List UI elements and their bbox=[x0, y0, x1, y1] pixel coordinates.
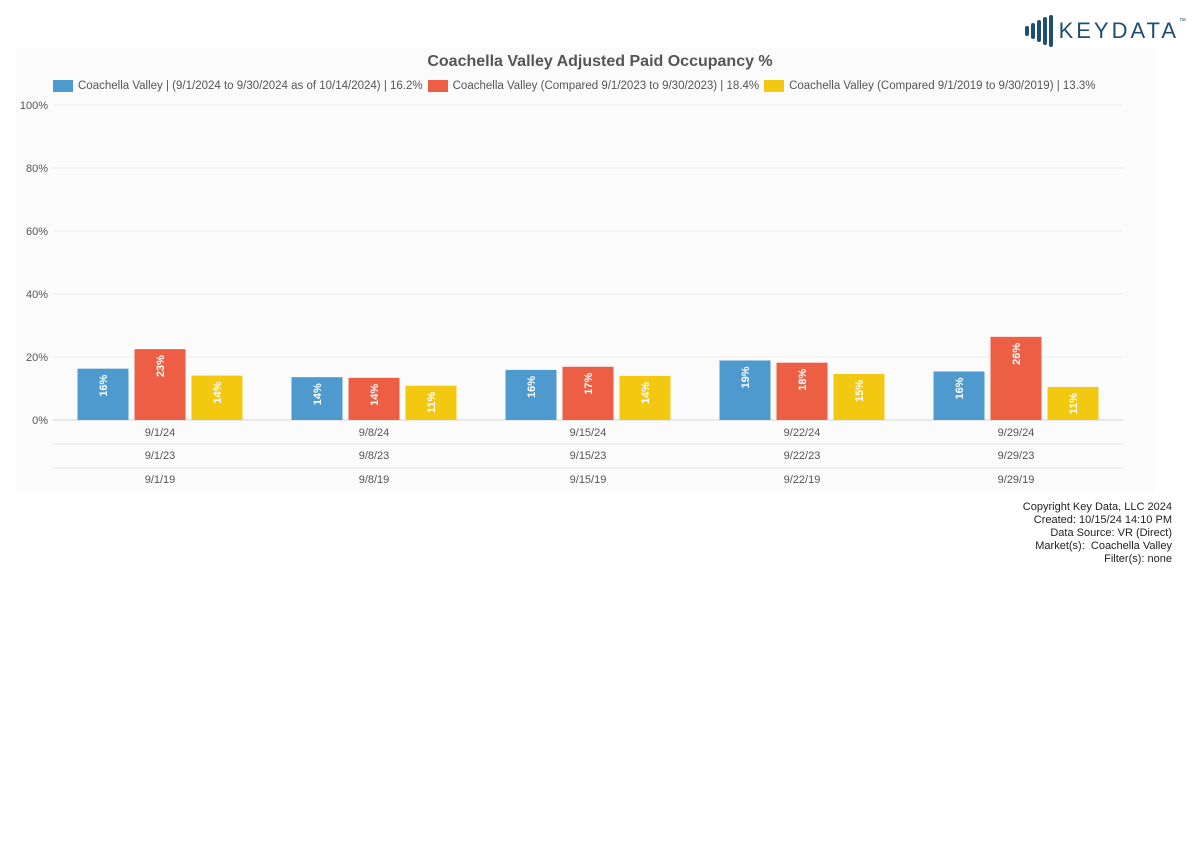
footer-markets: Market(s): Coachella Valley bbox=[1035, 540, 1172, 552]
bar-value-label: 14% bbox=[312, 383, 324, 405]
logo-trademark: ™ bbox=[1179, 18, 1186, 25]
y-tick-label: 40% bbox=[26, 289, 48, 301]
bar bbox=[77, 368, 129, 420]
x-tick-label: 9/8/24 bbox=[359, 427, 390, 439]
x-tick-label: 9/22/19 bbox=[784, 474, 821, 486]
bar bbox=[833, 374, 885, 420]
x-tick-label: 9/15/24 bbox=[570, 427, 607, 439]
bar bbox=[191, 375, 243, 420]
logo-text: KEYDATA bbox=[1058, 18, 1179, 43]
legend-item-2023[interactable]: Coachella Valley (Compared 9/1/2023 to 9… bbox=[427, 80, 760, 92]
bar-value-label: 14% bbox=[369, 384, 381, 406]
bar-value-label: 16% bbox=[954, 377, 966, 399]
logo-bars-icon bbox=[1024, 15, 1053, 47]
chart-legend: Coachella Valley | (9/1/2024 to 9/30/202… bbox=[53, 80, 1101, 92]
bar-value-label: 17% bbox=[583, 373, 595, 395]
bar-value-label: 26% bbox=[1011, 343, 1023, 365]
legend-swatch-2019 bbox=[764, 80, 785, 92]
bar-chart: 0% 20% 40% 60% 80% 100% 16% 23% 14% 9/1/24 9/1/23 9… bbox=[20, 100, 1123, 486]
bar-value-label: 11% bbox=[1068, 393, 1080, 415]
bar-value-label: 18% bbox=[797, 368, 809, 390]
bar bbox=[1047, 386, 1099, 420]
bar-value-label: 14% bbox=[640, 382, 652, 404]
x-tick-label: 9/1/19 bbox=[145, 474, 176, 486]
keydata-logo: KEYDATA ™ bbox=[1024, 15, 1186, 47]
x-tick-label: 9/22/24 bbox=[784, 427, 821, 439]
legend-label-2024: Coachella Valley | (9/1/2024 to 9/30/202… bbox=[78, 80, 423, 92]
bar-value-label: 16% bbox=[526, 376, 538, 398]
legend-label-2023: Coachella Valley (Compared 9/1/2023 to 9… bbox=[452, 80, 760, 92]
bar-value-label: 11% bbox=[426, 391, 438, 413]
bar bbox=[619, 375, 671, 420]
footer-filters: Filter(s): none bbox=[1104, 553, 1172, 565]
bar bbox=[134, 349, 186, 420]
bar bbox=[405, 385, 457, 420]
bar bbox=[562, 366, 614, 420]
bar bbox=[719, 360, 771, 420]
bar-value-label: 19% bbox=[740, 366, 752, 388]
legend-swatch-2024 bbox=[53, 80, 73, 92]
footer-copyright: Copyright Key Data, LLC 2024 bbox=[1022, 501, 1172, 513]
x-tick-label: 9/15/23 bbox=[570, 450, 607, 462]
bar-value-label: 15% bbox=[854, 380, 866, 402]
x-tick-label: 9/29/23 bbox=[998, 450, 1035, 462]
legend-swatch-2023 bbox=[427, 80, 448, 92]
bar-value-label: 16% bbox=[98, 374, 110, 396]
x-tick-label: 9/22/23 bbox=[784, 450, 821, 462]
x-tick-label: 9/1/24 bbox=[145, 427, 176, 439]
x-tick-label: 9/15/19 bbox=[570, 474, 607, 486]
legend-item-2024[interactable]: Coachella Valley | (9/1/2024 to 9/30/202… bbox=[53, 80, 423, 92]
x-tick-label: 9/1/23 bbox=[145, 450, 176, 462]
footer-created: Created: 10/15/24 14:10 PM bbox=[1033, 514, 1172, 526]
bar bbox=[291, 377, 343, 420]
y-tick-label: 20% bbox=[26, 352, 48, 364]
y-tick-label: 80% bbox=[26, 163, 48, 175]
report-footer: Copyright Key Data, LLC 2024 Created: 10… bbox=[1023, 501, 1172, 566]
x-tick-label: 9/8/23 bbox=[359, 450, 390, 462]
bar-value-label: 23% bbox=[155, 355, 167, 377]
y-tick-label: 0% bbox=[32, 415, 48, 427]
bar-value-label: 14% bbox=[212, 381, 224, 403]
bar bbox=[990, 336, 1042, 420]
bar bbox=[505, 369, 557, 420]
legend-label-2019: Coachella Valley (Compared 9/1/2019 to 9… bbox=[789, 80, 1096, 92]
x-tick-label: 9/29/19 bbox=[998, 474, 1035, 486]
y-tick-label: 100% bbox=[20, 100, 48, 112]
bar bbox=[348, 377, 400, 420]
y-tick-label: 60% bbox=[26, 226, 48, 238]
bar bbox=[933, 371, 985, 420]
chart-title: Coachella Valley Adjusted Paid Occupancy… bbox=[427, 53, 773, 70]
x-tick-label: 9/29/24 bbox=[998, 427, 1035, 439]
bar bbox=[776, 362, 828, 420]
legend-item-2019[interactable]: Coachella Valley (Compared 9/1/2019 to 9… bbox=[764, 80, 1096, 92]
footer-data-source: Data Source: VR (Direct) bbox=[1050, 527, 1172, 539]
x-tick-label: 9/8/19 bbox=[359, 474, 390, 486]
